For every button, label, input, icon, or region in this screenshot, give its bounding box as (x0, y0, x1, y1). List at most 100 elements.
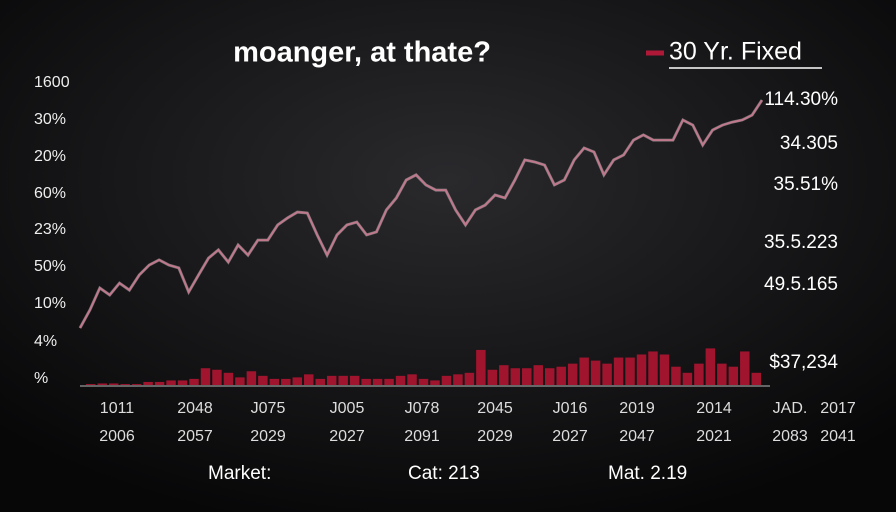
x-tick-label: J005 (330, 400, 365, 417)
volume-bar (636, 354, 647, 385)
volume-bar (189, 378, 199, 385)
annotation: 35.51% (774, 174, 839, 195)
volume-bar (510, 368, 521, 385)
volume-bar (453, 374, 463, 385)
annotation: 114.30% (764, 89, 838, 110)
y-tick-label: 23% (34, 221, 66, 238)
x-tick-label: 2027 (552, 428, 588, 445)
volume-bar (659, 354, 670, 385)
volume-bar (246, 371, 257, 385)
volume-bar (522, 368, 532, 385)
x-tick-label: 2047 (619, 428, 655, 445)
x-tick-label: 1011 (100, 400, 135, 417)
volume-bar (372, 378, 383, 385)
volume-bar (131, 384, 142, 385)
volume-bar (281, 378, 291, 385)
x-tick-label: 2057 (177, 428, 213, 445)
volume-bar (166, 380, 176, 385)
x-tick-label: 2006 (99, 428, 135, 445)
x-tick-label: 2017 (820, 400, 856, 417)
volume-bar (544, 368, 555, 385)
volume-bar (326, 375, 337, 385)
volume-bar (177, 380, 188, 385)
y-tick-label: 20% (34, 148, 66, 165)
volume-bar (212, 369, 222, 385)
x-tick-label: J078 (405, 400, 440, 417)
footer-label: Mat. 2.19 (608, 463, 687, 484)
volume-bar (430, 380, 440, 385)
volume-bar (235, 377, 245, 385)
x-tick-label: J075 (251, 400, 286, 417)
x-tick-label: 2021 (696, 428, 732, 445)
volume-bar (315, 378, 325, 385)
line-series (79, 99, 763, 329)
volume-bar (487, 369, 498, 385)
volume-bar (579, 357, 589, 385)
x-tick-label: 2027 (329, 428, 365, 445)
y-tick-label: 4% (34, 333, 57, 350)
y-tick-label: 10% (34, 295, 66, 312)
x-tick-label: 2083 (772, 428, 808, 445)
volume-bar (625, 357, 635, 385)
footer-label: Market: (208, 463, 271, 484)
volume-bar (384, 378, 394, 385)
y-tick-label: 60% (34, 185, 66, 202)
footer-label: Cat: 213 (408, 463, 480, 484)
volume-bar (418, 378, 429, 385)
volume-bar (120, 384, 130, 385)
volume-bar (258, 375, 268, 385)
volume-bar (533, 365, 543, 385)
volume-bar (269, 378, 280, 385)
volume-bar (648, 351, 658, 385)
volume-bar (395, 375, 406, 385)
volume-bar (304, 374, 314, 385)
volume-bar (682, 372, 693, 385)
volume-bar (200, 368, 211, 385)
volume-bar (728, 366, 739, 385)
x-tick-label: 2091 (404, 428, 440, 445)
legend-label: 30 Yr. Fixed (669, 38, 802, 66)
annotation: 35.5.223 (764, 232, 838, 253)
y-tick-label: 1600 (34, 74, 70, 91)
volume-bar (154, 381, 165, 385)
x-tick-label: J016 (553, 400, 588, 417)
volume-bar (671, 366, 681, 385)
volume-bar (338, 375, 348, 385)
x-tick-label: JAD. (773, 400, 808, 417)
volume-bar (567, 363, 578, 385)
volume-bar (108, 383, 119, 385)
x-tick-label: 2014 (696, 400, 732, 417)
volume-bar (694, 363, 704, 385)
volume-bar (441, 375, 452, 385)
volume-bar (717, 363, 727, 385)
x-tick-label: 2019 (619, 400, 655, 417)
volume-bar (464, 372, 475, 385)
volume-bar (349, 375, 360, 385)
volume-bar (223, 372, 234, 385)
volume-bar (143, 381, 153, 385)
y-tick-label: % (34, 370, 48, 387)
volume-bar (361, 378, 371, 385)
volume-bar (705, 348, 716, 385)
volume-bar (590, 360, 601, 385)
volume-bar (602, 363, 612, 385)
annotation: 49.5.165 (764, 274, 838, 295)
y-tick-label: 30% (34, 111, 66, 128)
volume-bar (613, 357, 624, 385)
volume-bar (499, 365, 509, 385)
annotation: $37,234 (769, 352, 838, 373)
volume-bar (556, 366, 566, 385)
volume-bar (86, 384, 96, 385)
volume-bar (751, 372, 761, 385)
x-tick-label: 2029 (250, 428, 286, 445)
volume-bar (292, 377, 303, 385)
x-tick-label: 2029 (477, 428, 513, 445)
x-tick-label: 2045 (477, 400, 513, 417)
y-tick-label: 50% (34, 258, 66, 275)
x-tick-label: 2048 (177, 400, 213, 417)
volume-bar (740, 351, 750, 385)
annotation: 34.305 (780, 133, 838, 154)
volume-bar (476, 349, 486, 385)
